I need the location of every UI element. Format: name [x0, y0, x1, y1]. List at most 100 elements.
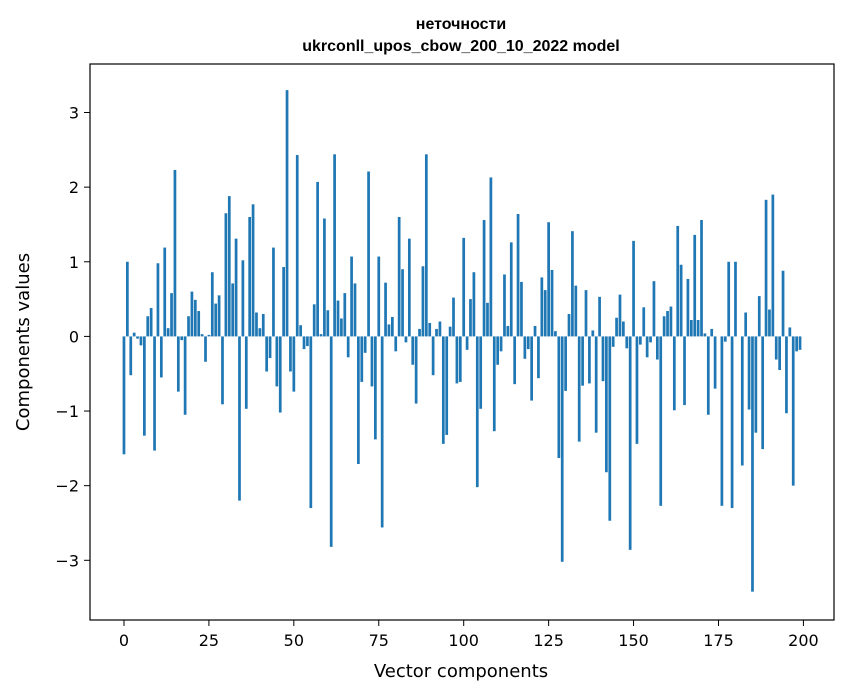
- bar: [486, 302, 489, 337]
- bar: [414, 336, 418, 404]
- bar: [248, 216, 252, 337]
- bar: [618, 294, 622, 337]
- bar: [754, 336, 758, 433]
- bar: [540, 277, 544, 337]
- bar: [560, 336, 564, 562]
- bar: [547, 222, 550, 337]
- bar: [146, 316, 150, 337]
- bar: [340, 318, 343, 337]
- bar: [316, 181, 319, 337]
- bar: [275, 336, 279, 387]
- bar: [200, 334, 204, 337]
- bar: [649, 336, 652, 343]
- bar: [170, 293, 173, 337]
- bar: [221, 336, 224, 405]
- bar: [306, 336, 309, 347]
- bar: [377, 256, 381, 337]
- bar: [272, 247, 275, 337]
- bar: [768, 309, 771, 337]
- bar: [241, 260, 245, 337]
- bar: [431, 336, 435, 376]
- bar: [421, 266, 425, 337]
- bar: [696, 319, 700, 337]
- y-axis-label: Components values: [13, 253, 34, 431]
- bar: [197, 311, 201, 337]
- x-tick-label: 150: [618, 631, 649, 650]
- y-tick-label: −3: [55, 551, 79, 570]
- bar: [543, 290, 547, 337]
- bars-group: [122, 90, 802, 592]
- bar: [564, 336, 567, 391]
- bar: [615, 317, 618, 337]
- bar: [394, 336, 398, 352]
- bar: [129, 336, 133, 376]
- bar: [458, 336, 462, 382]
- bar: [622, 321, 625, 337]
- bar: [781, 270, 785, 337]
- bar: [251, 204, 255, 337]
- bar: [282, 267, 285, 337]
- bar: [122, 336, 126, 455]
- bar: [591, 330, 595, 337]
- bar: [428, 322, 432, 337]
- bar: [295, 155, 299, 337]
- bar: [666, 311, 669, 337]
- bar: [662, 316, 666, 337]
- bar: [598, 296, 601, 337]
- bar: [526, 336, 530, 350]
- bar: [309, 336, 313, 509]
- bar: [683, 336, 686, 406]
- bar: [380, 336, 384, 528]
- bar: [689, 319, 693, 337]
- bar: [363, 336, 367, 353]
- bar: [659, 336, 663, 506]
- bar: [224, 213, 228, 337]
- bar: [469, 299, 472, 337]
- bar: [374, 336, 377, 440]
- bar: [255, 312, 258, 337]
- bar: [757, 296, 761, 337]
- bar: [509, 242, 513, 337]
- bar: [438, 321, 442, 337]
- bar: [503, 274, 506, 337]
- bar: [153, 336, 156, 451]
- bar: [628, 336, 632, 550]
- bar: [217, 295, 221, 337]
- bar: [676, 225, 680, 337]
- y-tick-label: 3: [69, 104, 79, 123]
- x-tick-label: 25: [199, 631, 219, 650]
- bar: [584, 290, 588, 337]
- bar: [333, 154, 336, 337]
- bar: [594, 336, 598, 433]
- bar: [734, 261, 737, 337]
- bar: [357, 336, 360, 465]
- bar: [557, 336, 561, 459]
- bar: [367, 171, 370, 337]
- bar: [601, 336, 605, 382]
- bar: [530, 336, 533, 401]
- bar: [751, 336, 754, 592]
- chart-title: неточности: [416, 16, 506, 33]
- bar: [234, 238, 238, 337]
- bar: [418, 328, 421, 337]
- bar: [720, 336, 724, 506]
- bar: [652, 281, 656, 337]
- bar: [672, 336, 676, 411]
- bar: [265, 336, 269, 372]
- bar: [299, 325, 302, 337]
- x-tick-label: 200: [788, 631, 819, 650]
- bar: [326, 310, 330, 337]
- bar: [520, 281, 523, 337]
- bar: [479, 336, 483, 409]
- bar: [465, 336, 469, 350]
- bar: [210, 272, 214, 337]
- bar: [669, 306, 673, 337]
- bar: [730, 336, 734, 509]
- bar: [404, 336, 408, 343]
- bar: [187, 316, 190, 337]
- bar: [159, 336, 163, 378]
- bar: [319, 334, 323, 337]
- bar: [489, 177, 493, 337]
- x-tick-label: 50: [284, 631, 304, 650]
- bar: [238, 336, 241, 501]
